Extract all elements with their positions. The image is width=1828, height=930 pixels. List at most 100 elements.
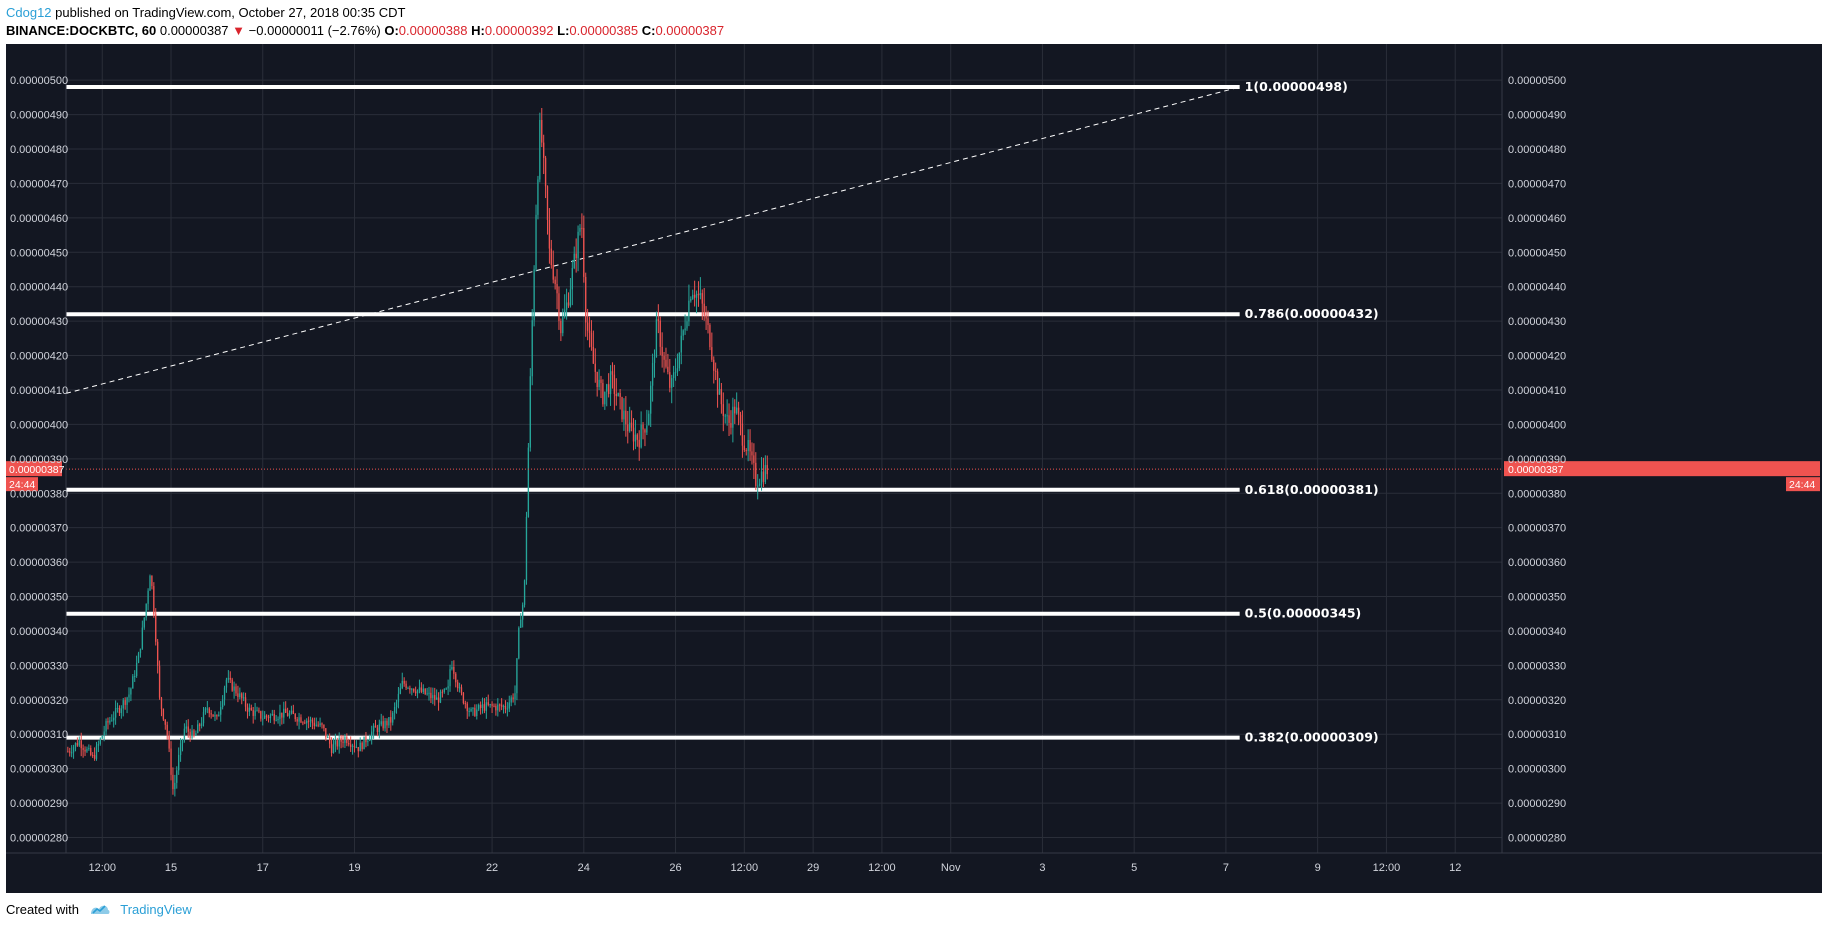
candle-body: [762, 471, 765, 482]
candle-body: [571, 268, 574, 290]
candle-body: [646, 425, 648, 433]
candle-body: [651, 362, 654, 386]
candle-body: [304, 722, 306, 724]
candle-body: [592, 346, 595, 364]
fib-levels[interactable]: 1(0.00000498) 0.786(0.00000432) 0.618(0.00…: [66, 79, 1379, 745]
time-tick: 12:00: [731, 862, 759, 874]
candle-body: [573, 253, 575, 269]
candle-body: [401, 680, 403, 689]
candle-body: [705, 315, 707, 319]
candle-body: [753, 455, 755, 463]
candle-body: [411, 688, 413, 690]
time-tick: 24: [578, 862, 590, 874]
candle-body: [99, 738, 101, 744]
price-tick-left: 0.00000340: [10, 626, 68, 638]
candle-body: [485, 702, 488, 711]
candle-body: [755, 462, 757, 486]
candle-body: [88, 748, 90, 750]
candle-body: [678, 352, 681, 369]
high-label: H:: [471, 23, 485, 38]
candle-body: [74, 742, 77, 748]
candle-body: [78, 740, 80, 746]
candle-body: [556, 284, 558, 294]
price-tick-left: 0.00000440: [10, 282, 68, 294]
time-tick: 7: [1223, 862, 1229, 874]
last-price: 0.00000387: [159, 23, 229, 38]
candle-body: [520, 619, 522, 628]
tradingview-logo-icon[interactable]: [89, 902, 111, 919]
candle-body: [743, 445, 745, 451]
candle-body: [327, 737, 329, 739]
candle-body: [114, 708, 117, 718]
candle-body: [134, 675, 136, 677]
price-tick-left: 0.00000430: [10, 316, 68, 328]
candle-body: [749, 440, 751, 452]
candle-body: [724, 415, 726, 417]
candle-body: [500, 704, 503, 707]
candle-body: [298, 717, 300, 722]
time-tick: 17: [257, 862, 269, 874]
price-tick-right: 0.00000280: [1508, 833, 1566, 845]
candle-body: [317, 724, 319, 726]
price-tick-left: 0.00000480: [10, 144, 68, 156]
candle-body: [703, 303, 705, 316]
candle-body: [178, 754, 180, 771]
time-tick: 12:00: [88, 862, 116, 874]
candle-body: [539, 119, 541, 180]
candle-body: [598, 379, 600, 388]
candle-body: [760, 471, 763, 484]
candle-body: [325, 728, 327, 738]
candle-body: [716, 371, 719, 395]
candle-body: [569, 289, 572, 306]
candle-body: [388, 717, 390, 726]
candle-body: [533, 269, 535, 321]
price-chart[interactable]: 1(0.00000498) 0.786(0.00000432) 0.618(0.00…: [6, 44, 1822, 893]
candle-body: [392, 712, 394, 723]
candle-body: [751, 451, 753, 456]
candle-body: [701, 293, 703, 304]
footer: Created with TradingView: [6, 902, 192, 924]
candle-body: [531, 320, 533, 377]
price-tick-left: 0.00000360: [10, 557, 68, 569]
candle-body: [252, 710, 254, 716]
axes[interactable]: 0.00000280 0.00000280 0.00000290 0.00000290…: [6, 44, 1822, 874]
price-tick-left: 0.00000470: [10, 178, 68, 190]
candle-body: [558, 293, 560, 321]
candle-body: [233, 686, 235, 691]
candle-body: [204, 708, 207, 712]
price-tag-left: 0.00000387: [9, 464, 65, 476]
candle-body: [464, 703, 466, 705]
candle-body: [434, 695, 436, 700]
candle-body: [147, 590, 149, 604]
candle-body: [575, 253, 577, 259]
candle-body: [550, 248, 552, 265]
candle-body: [741, 423, 744, 446]
candle-body: [736, 407, 738, 414]
time-tick: 22: [486, 862, 498, 874]
dashed-trendline[interactable]: [65, 86, 1240, 394]
candle-body: [537, 179, 539, 215]
candle-body: [609, 371, 612, 395]
candle-body: [67, 751, 69, 753]
price-tick-left: 0.00000310: [10, 729, 68, 741]
candle-body: [262, 718, 264, 720]
countdown-right-bg: [1786, 477, 1820, 492]
candle-body: [241, 693, 243, 699]
candle-body: [718, 389, 721, 395]
author-link[interactable]: Cdog12: [6, 5, 52, 20]
candle-body: [231, 679, 233, 691]
candle-body: [443, 688, 445, 693]
candle-body: [508, 702, 510, 709]
candle-body: [273, 713, 275, 721]
candle-body: [682, 330, 684, 336]
trend-line[interactable]: [65, 86, 1240, 394]
price-tick-left: 0.00000420: [10, 351, 68, 363]
candle-body: [199, 724, 201, 726]
price-tick-right: 0.00000380: [1508, 488, 1566, 500]
candle-body: [292, 710, 295, 714]
candle-body: [432, 695, 434, 699]
candle-body: [246, 706, 249, 712]
tradingview-brand-link[interactable]: TradingView: [120, 902, 192, 917]
candle-body: [286, 712, 289, 717]
candle-body: [135, 662, 138, 676]
